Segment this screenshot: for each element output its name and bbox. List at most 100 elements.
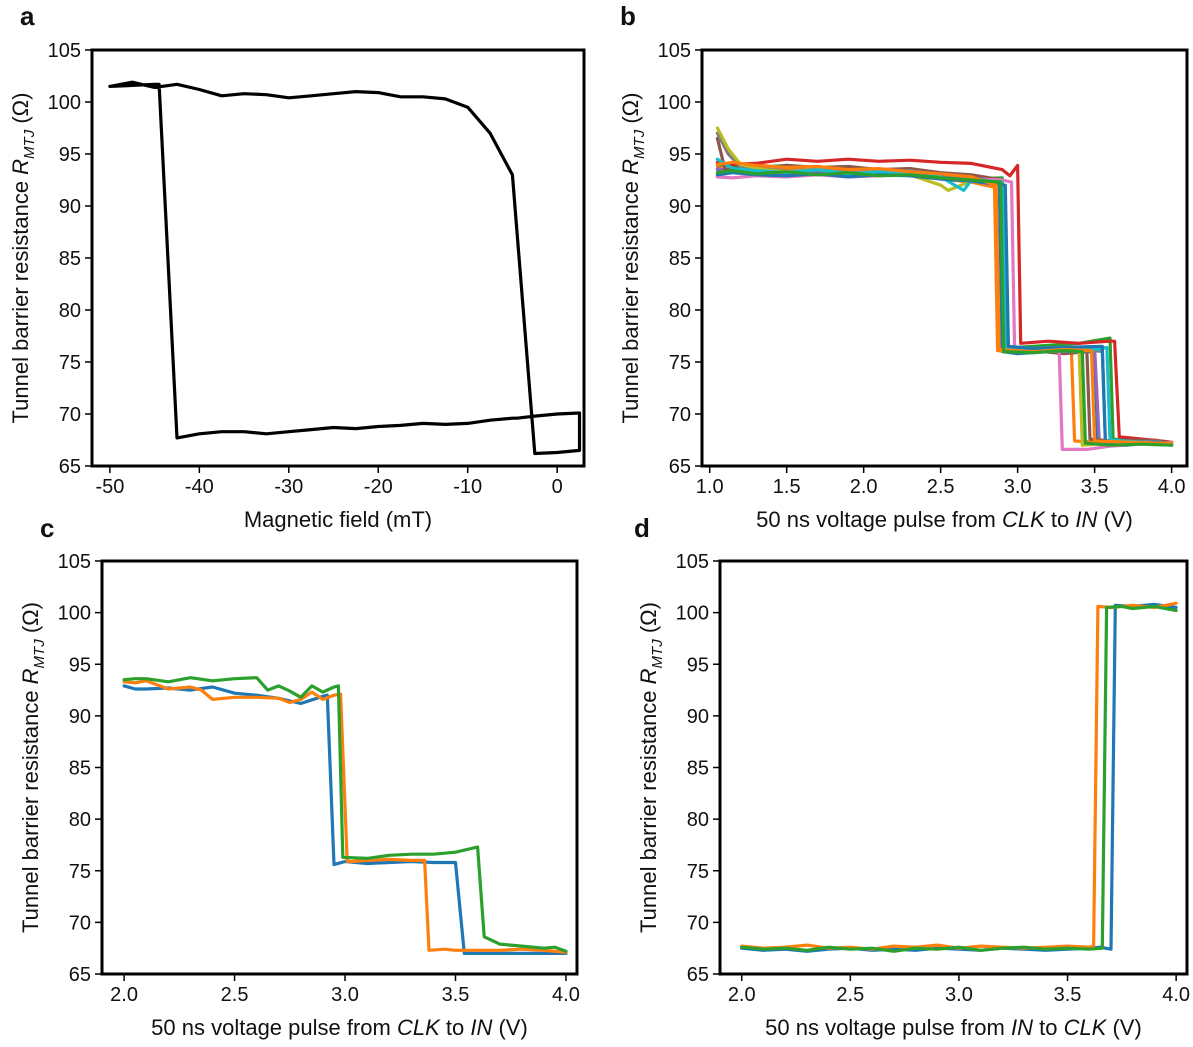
plot-frame xyxy=(718,559,1189,976)
y-axis-label: Tunnel barrier resistance RMTJ (Ω) xyxy=(636,602,666,933)
ylabel-symbol: R xyxy=(618,159,643,175)
series-group xyxy=(740,601,1178,953)
xlabel-signal: CLK xyxy=(397,1015,441,1040)
y-tick-label: 100 xyxy=(658,92,691,114)
x-tick-label: -40 xyxy=(185,476,214,498)
y-tick-label: 95 xyxy=(669,144,691,166)
x-tick-label: 2.5 xyxy=(221,984,249,1006)
xlabel-text: 50 ns voltage pulse from xyxy=(151,1015,397,1040)
panel-a: a -50 -40 -30 -20 -10 0 65 70 75 80 85 90 95 100 105 Mag… xyxy=(8,1,586,532)
y-tick-label: 75 xyxy=(69,861,91,883)
y-tick-label: 90 xyxy=(687,706,709,728)
panel-letter: d xyxy=(634,513,650,543)
x-tick-label: 3.5 xyxy=(442,984,470,1006)
y-tick-label: 95 xyxy=(687,654,709,676)
y-axis-label: Tunnel barrier resistance RMTJ (Ω) xyxy=(618,93,648,424)
x-tick-label: 4.0 xyxy=(552,984,580,1006)
y-tick-label: 65 xyxy=(59,456,81,478)
series-group xyxy=(715,126,1174,451)
x-axis-label: 50 ns voltage pulse from IN to CLK (V) xyxy=(765,1015,1142,1040)
y-axis-label: Tunnel barrier resistance RMTJ (Ω) xyxy=(8,93,38,424)
x-tick-label: -10 xyxy=(453,476,482,498)
plot-frame xyxy=(700,48,1189,468)
series-line-13 xyxy=(715,169,1174,447)
y-tick-label: 70 xyxy=(687,912,709,934)
series-group xyxy=(108,80,582,456)
y-tick-label: 85 xyxy=(69,758,91,780)
y-tick-label: 65 xyxy=(687,964,709,986)
xlabel-text: to xyxy=(1033,1015,1064,1040)
x-tick-label: 3.5 xyxy=(1081,476,1109,498)
x-axis-label: Magnetic field (mT) xyxy=(244,507,432,532)
y-axis-label: Tunnel barrier resistance RMTJ (Ω) xyxy=(18,602,48,933)
y-tick-label: 105 xyxy=(676,551,709,573)
ylabel-symbol: R xyxy=(636,668,661,684)
series-group xyxy=(122,676,568,956)
panel-letter: a xyxy=(20,1,35,31)
y-tick-label: 85 xyxy=(669,248,691,270)
x-tick-label: 3.0 xyxy=(331,984,359,1006)
x-tick-label: -30 xyxy=(274,476,303,498)
ylabel-text: Tunnel barrier resistance xyxy=(8,175,33,424)
panel-d: d 2.0 2.5 3.0 3.5 4.0 65 70 75 80 85 90 95 100 105 50 n… xyxy=(634,513,1190,1040)
y-tick-label: 80 xyxy=(69,809,91,831)
x-tick-label: -20 xyxy=(364,476,393,498)
xlabel-text: (V) xyxy=(1106,1015,1141,1040)
xlabel-text: 50 ns voltage pulse from xyxy=(756,507,1002,532)
series-line-4 xyxy=(715,157,1174,444)
x-tick-label: 4.0 xyxy=(1158,476,1186,498)
x-tick-label: 3.0 xyxy=(1004,476,1032,498)
y-tick-label: 70 xyxy=(69,912,91,934)
xlabel-text: to xyxy=(440,1015,471,1040)
x-tick-label: 2.0 xyxy=(728,984,756,1006)
ylabel-unit: (Ω) xyxy=(18,602,43,639)
series-line-1 xyxy=(740,602,1178,953)
series-line-1 xyxy=(122,684,568,956)
y-tick-label: 80 xyxy=(59,300,81,322)
y-tick-label: 105 xyxy=(658,40,691,62)
x-tick-label: 2.0 xyxy=(110,984,138,1006)
y-tick-label: 105 xyxy=(48,40,81,62)
ylabel-text: Tunnel barrier resistance xyxy=(636,684,661,933)
y-tick-label: 100 xyxy=(58,603,91,625)
x-tick-label: 3.0 xyxy=(945,984,973,1006)
x-tick-label: 4.0 xyxy=(1162,984,1190,1006)
y-tick-label: 75 xyxy=(669,352,691,374)
xlabel-text: to xyxy=(1045,507,1076,532)
ylabel-text: Tunnel barrier resistance xyxy=(618,175,643,424)
y-tick-label: 90 xyxy=(59,196,81,218)
xlabel-signal: CLK xyxy=(1064,1015,1108,1040)
xlabel-signal: IN xyxy=(1075,507,1097,532)
y-tick-label: 90 xyxy=(669,196,691,218)
x-tick-label: 1.0 xyxy=(696,476,724,498)
x-tick-label: 3.5 xyxy=(1054,984,1082,1006)
series-line-3 xyxy=(740,604,1178,953)
x-tick-label: -50 xyxy=(95,476,124,498)
y-tick-label: 100 xyxy=(48,92,81,114)
y-tick-label: 95 xyxy=(59,144,81,166)
ylabel-symbol: R xyxy=(18,668,43,684)
series-line-11 xyxy=(715,171,1174,447)
x-tick-label: 1.5 xyxy=(773,476,801,498)
x-tick-label: 2.5 xyxy=(836,984,864,1006)
panel-c: c 2.0 2.5 3.0 3.5 4.0 65 70 75 80 85 90 95 100 105 50 n… xyxy=(18,513,580,1040)
x-axis-label: 50 ns voltage pulse from CLK to IN (V) xyxy=(151,1015,528,1040)
ylabel-unit: (Ω) xyxy=(618,93,643,130)
y-tick-label: 85 xyxy=(687,758,709,780)
xlabel-signal: IN xyxy=(1011,1015,1033,1040)
y-tick-label: 75 xyxy=(687,861,709,883)
ylabel-subscript: MTJ xyxy=(31,639,48,669)
ylabel-subscript: MTJ xyxy=(631,129,648,159)
y-tick-label: 95 xyxy=(69,654,91,676)
y-tick-label: 80 xyxy=(687,809,709,831)
xlabel-signal: CLK xyxy=(1002,507,1046,532)
ylabel-symbol: R xyxy=(8,159,33,175)
ylabel-subscript: MTJ xyxy=(21,129,38,159)
series-line-3 xyxy=(122,676,568,953)
y-tick-label: 80 xyxy=(669,300,691,322)
y-tick-label: 70 xyxy=(669,404,691,426)
series-line-2 xyxy=(122,679,568,954)
xlabel-text: Magnetic field (mT) xyxy=(244,507,432,532)
y-tick-label: 65 xyxy=(669,456,691,478)
series-line-1 xyxy=(108,80,582,456)
